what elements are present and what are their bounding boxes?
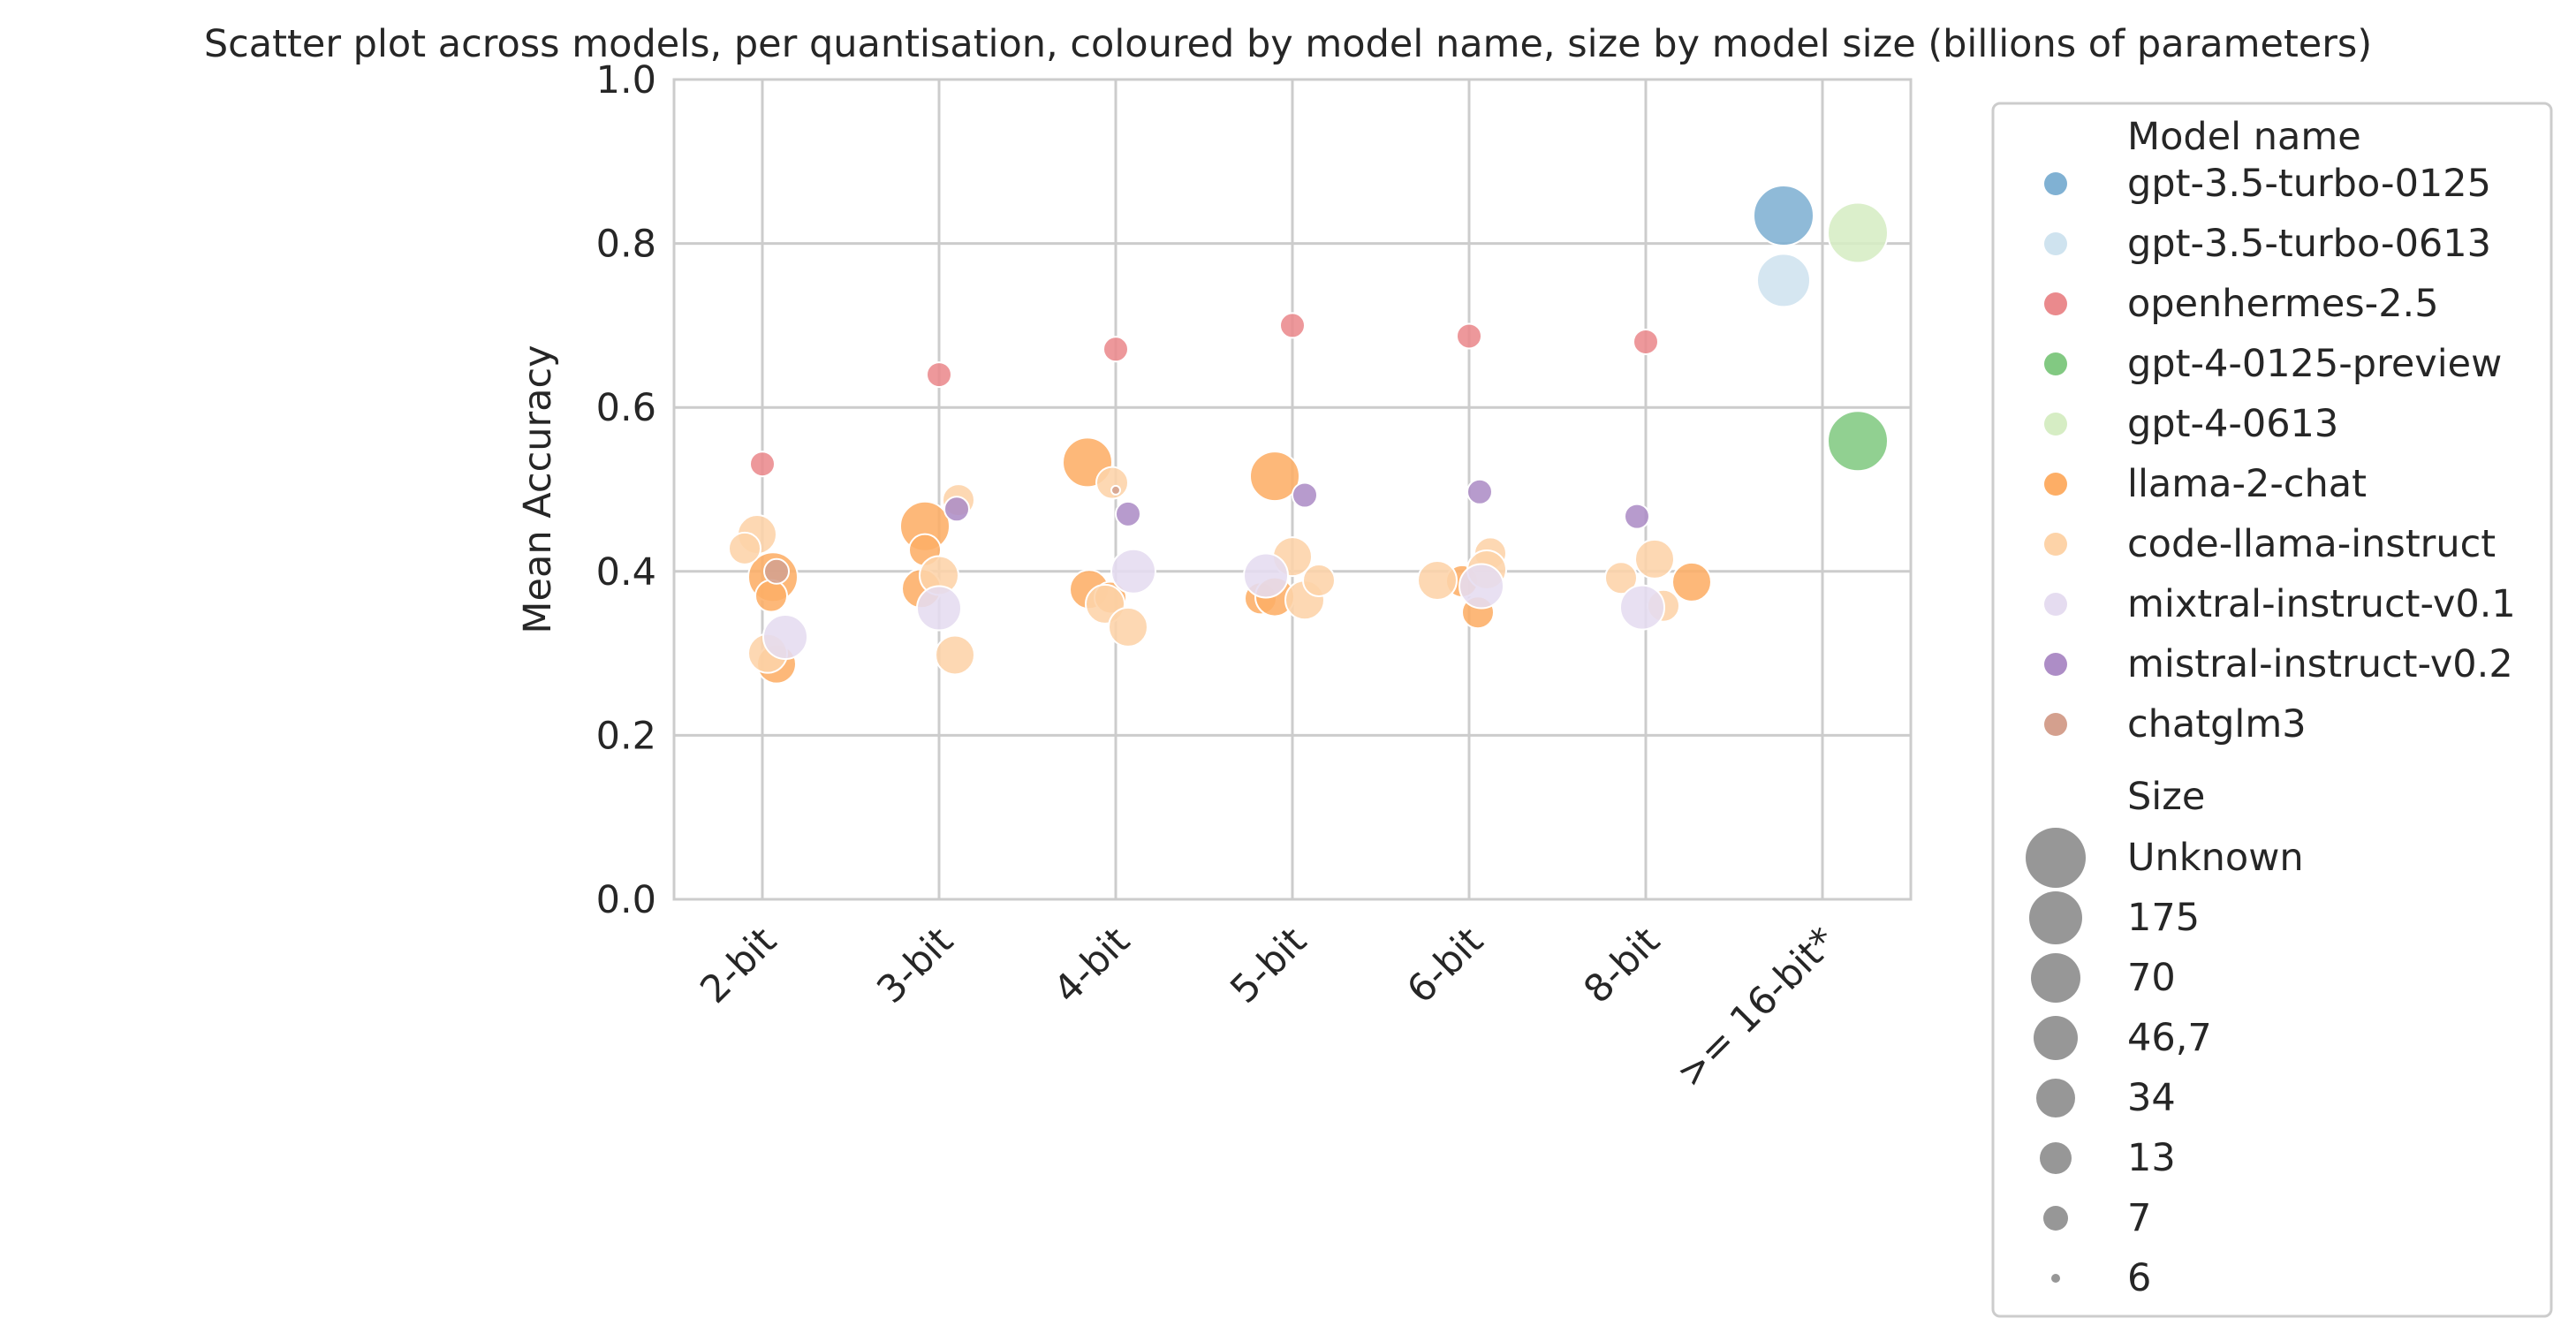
legend-marker [2044, 593, 2067, 616]
data-point [762, 614, 808, 661]
legend-label: llama-2-chat [2127, 462, 2367, 506]
data-point [1110, 548, 1156, 595]
chart-title: Scatter plot across models, per quantisa… [204, 22, 2372, 66]
data-point [1633, 328, 1659, 355]
y-tick-label: 1.0 [596, 58, 656, 102]
data-point [1753, 185, 1815, 247]
legend-label: gpt-4-0125-preview [2127, 342, 2502, 386]
legend-label: mixtral-instruct-v0.1 [2127, 582, 2516, 626]
legend-color-title: Model name [2127, 115, 2361, 159]
legend-label: gpt-3.5-turbo-0125 [2127, 162, 2491, 206]
legend-label: code-llama-instruct [2127, 522, 2496, 566]
x-tick-label: 3-bit [868, 919, 961, 1011]
legend-size-title: Size [2127, 775, 2205, 819]
legend-size-marker [2034, 1016, 2078, 1060]
legend-marker [2044, 172, 2067, 195]
data-point [1108, 606, 1148, 648]
data-point [926, 361, 952, 389]
data-point [1466, 478, 1493, 505]
legend-marker [2044, 232, 2067, 255]
legend-box [1991, 102, 2553, 1318]
data-point [754, 579, 788, 613]
data-point [1604, 561, 1638, 595]
data-point [1458, 563, 1504, 610]
data-point [916, 585, 962, 632]
legend-size-label: 46,7 [2127, 1016, 2212, 1060]
legend-size-label: Unknown [2127, 836, 2304, 880]
legend-label: openhermes-2.5 [2127, 282, 2439, 326]
data-point [1302, 564, 1336, 598]
legend-marker [2044, 653, 2067, 676]
data-point [1456, 322, 1482, 350]
legend-marker [2044, 533, 2067, 556]
data-point [1115, 500, 1141, 527]
y-tick-label: 0.8 [596, 223, 656, 267]
legend-label: chatglm3 [2127, 702, 2307, 746]
legend-label: gpt-4-0613 [2127, 402, 2338, 446]
x-tick-label: 5-bit [1222, 919, 1315, 1011]
legend-size-marker [2031, 953, 2080, 1003]
x-tick-label: 2-bit [692, 919, 784, 1011]
data-point [943, 496, 970, 523]
legend-size-label: 13 [2127, 1136, 2176, 1180]
data-point [763, 557, 790, 585]
legend-marker [2044, 713, 2067, 736]
data-point [1619, 584, 1665, 631]
legend-marker [2044, 413, 2067, 436]
legend-size-label: 70 [2127, 956, 2176, 1000]
data-point [1634, 538, 1675, 580]
legend-size-label: 34 [2127, 1076, 2176, 1120]
legend-size-label: 6 [2127, 1256, 2151, 1300]
y-tick-label: 0.4 [596, 550, 656, 595]
legend-size-label: 175 [2127, 896, 2200, 940]
y-axis-label: Mean Accuracy [516, 345, 560, 633]
legend-size-marker [2040, 1142, 2072, 1174]
legend-size-marker [2029, 891, 2082, 944]
legend-marker [2044, 473, 2067, 496]
legend-size-marker [2051, 1274, 2060, 1283]
y-tick-label: 0.6 [596, 386, 656, 430]
legend-size-label: 7 [2127, 1196, 2151, 1240]
legend-size-marker [2026, 828, 2086, 888]
legend-label: gpt-3.5-turbo-0613 [2127, 222, 2491, 266]
data-point [1827, 410, 1889, 473]
x-tick-label: 6-bit [1398, 919, 1491, 1011]
data-point [1249, 451, 1300, 503]
data-point [1624, 503, 1650, 530]
legend-marker [2044, 352, 2067, 375]
data-point [1417, 560, 1458, 602]
y-tick-label: 0.0 [596, 878, 656, 922]
data-point [1671, 561, 1712, 602]
y-tick-labels: 0.0 0.2 0.4 0.6 0.8 1.0 [596, 58, 656, 922]
data-point [728, 531, 761, 565]
data-point [749, 451, 776, 478]
data-points [728, 185, 1889, 685]
data-point [1110, 484, 1121, 496]
data-point [1243, 552, 1289, 599]
legend-size-marker [2043, 1206, 2068, 1231]
data-point [1827, 201, 1889, 264]
x-tick-label: 8-bit [1575, 919, 1668, 1011]
data-point [935, 634, 975, 676]
data-point [1102, 336, 1129, 363]
data-point [1279, 312, 1306, 339]
legend-size-marker [2036, 1079, 2075, 1118]
legend-label: mistral-instruct-v0.2 [2127, 642, 2513, 686]
data-point [1756, 253, 1811, 308]
x-tick-labels: 2-bit 3-bit 4-bit 5-bit 6-bit 8-bit >= 16-bit* [692, 919, 1845, 1096]
data-point [1292, 481, 1318, 509]
legend-marker [2044, 292, 2067, 315]
y-tick-label: 0.2 [596, 714, 656, 758]
x-tick-label: >= 16-bit* [1668, 919, 1845, 1096]
x-tick-label: 4-bit [1045, 919, 1138, 1011]
